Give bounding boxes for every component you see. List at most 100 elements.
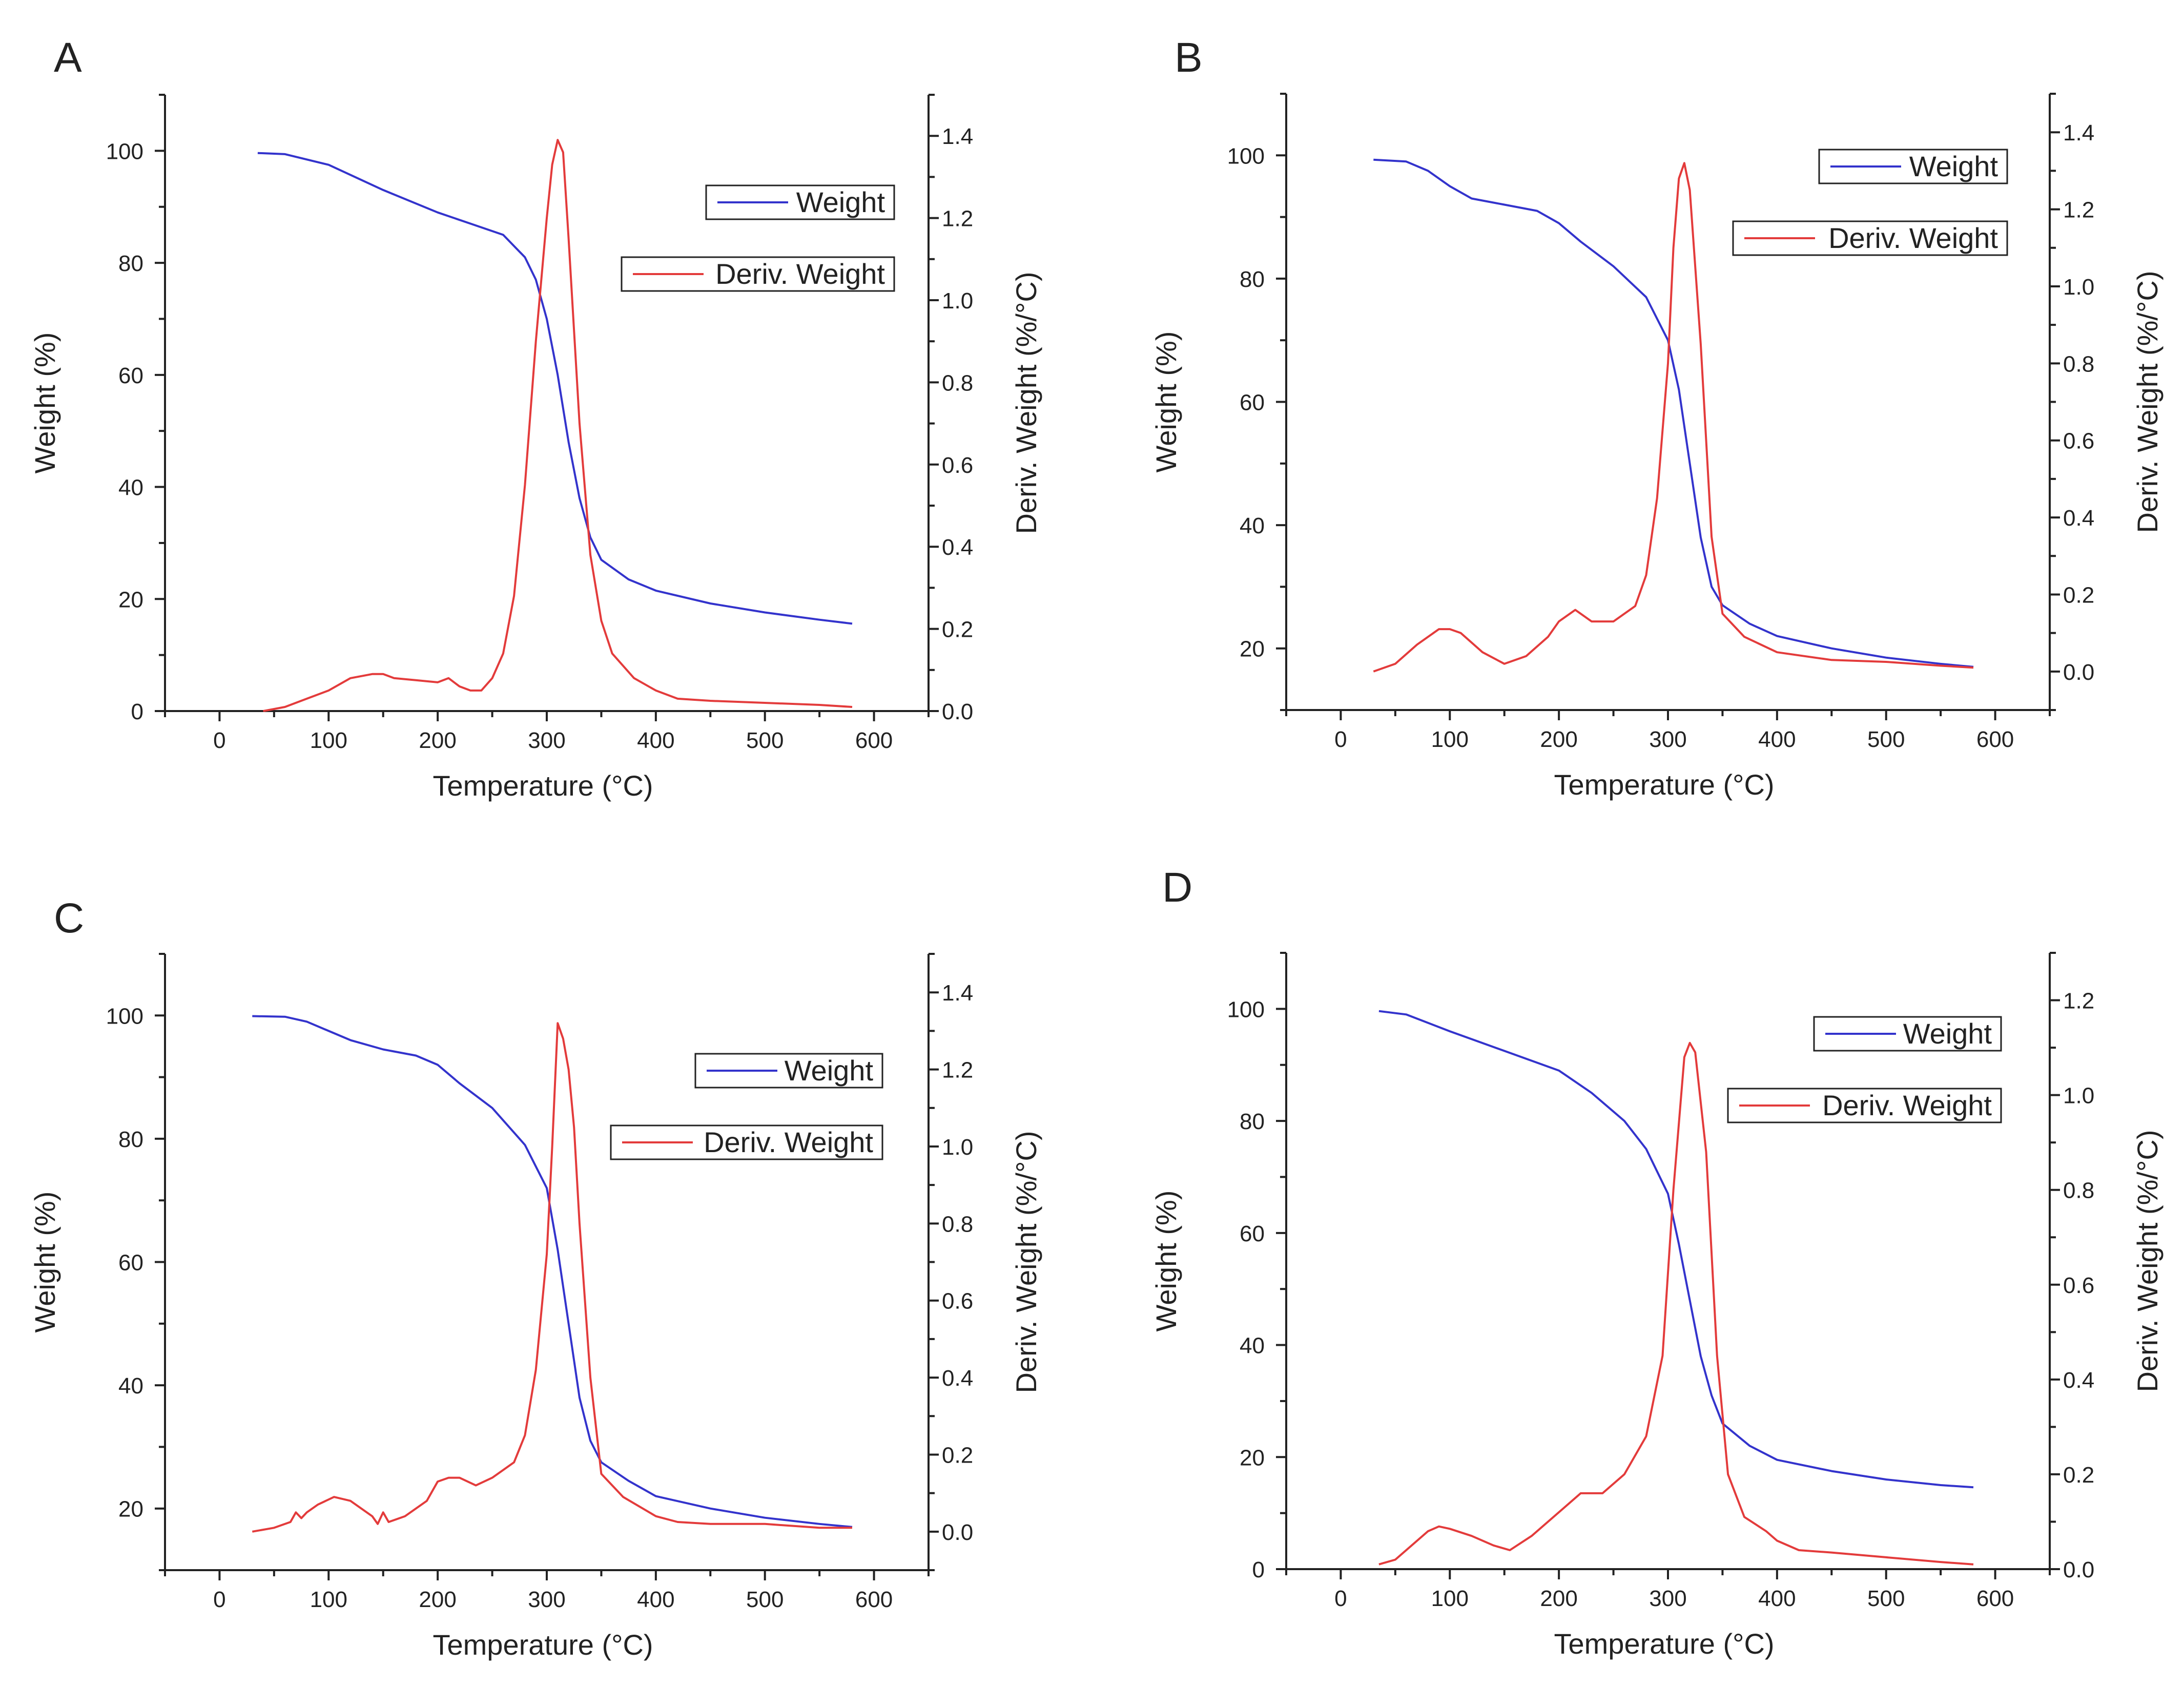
y-tick-label: 20 (1240, 1445, 1265, 1470)
x-tick-label: 200 (419, 728, 456, 753)
x-tick-label: 300 (528, 728, 565, 753)
y2-tick-label: 0.4 (942, 1366, 973, 1391)
x-tick-label: 200 (419, 1587, 456, 1612)
y-tick-label: 100 (106, 139, 143, 164)
y-tick-label: 20 (1240, 637, 1265, 662)
y2-tick-label: 1.2 (942, 206, 973, 232)
y-tick-label: 80 (1240, 267, 1265, 292)
x-tick-label: 100 (310, 1587, 347, 1612)
y2-axis-title: Deriv. Weight (%/°C) (2131, 271, 2164, 533)
y-tick-label: 20 (118, 1497, 143, 1522)
panel-letter: A (54, 34, 82, 81)
y2-tick-label: 0.0 (2063, 1557, 2094, 1582)
y2-tick-label: 0.0 (2063, 660, 2094, 685)
y-tick-label: 100 (1227, 997, 1265, 1022)
panel-letter: C (54, 895, 84, 942)
y-tick-label: 80 (118, 1127, 143, 1152)
y-tick-label: 80 (1240, 1109, 1265, 1134)
x-tick-label: 0 (213, 728, 225, 753)
deriv-weight-series-line (263, 139, 853, 712)
x-tick-label: 200 (1540, 727, 1577, 752)
x-tick-label: 100 (1431, 727, 1469, 752)
legend-label: Weight (796, 186, 885, 218)
legend-label: Weight (785, 1054, 874, 1087)
x-tick-label: 500 (1867, 727, 1905, 752)
deriv-weight-series-line (1373, 162, 1974, 673)
weight-series-line (1373, 158, 1974, 668)
y2-tick-label: 1.2 (2063, 989, 2094, 1014)
y2-tick-label: 0.2 (2063, 1463, 2094, 1488)
legend-label: Deriv. Weight (1822, 1089, 1992, 1121)
panel-b: B 0 100 200 300 400 500 600 20 40 60 80 100 0.0 0.2 0.4… (1150, 34, 2164, 801)
x-tick-label: 300 (1649, 727, 1686, 752)
x-tick-label: 100 (310, 728, 347, 753)
panel-d: D 0 100 200 300 400 500 600 0 20 40 60 80 100 0.0 0.2 0.… (1150, 864, 2164, 1660)
y2-tick-label: 0.8 (2063, 1178, 2094, 1203)
y-tick-label: 100 (106, 1004, 143, 1029)
y-tick-label: 60 (118, 1250, 143, 1276)
y-axis-title: Weight (%) (29, 1192, 61, 1333)
panel-letter: D (1162, 864, 1192, 911)
y-tick-label: 40 (118, 1373, 143, 1399)
x-tick-label: 600 (1976, 1586, 2014, 1611)
x-tick-label: 400 (1758, 727, 1796, 752)
x-tick-label: 0 (1334, 727, 1347, 752)
y-tick-label: 0 (1252, 1557, 1265, 1582)
legend-weight: Weight (694, 1053, 883, 1089)
x-tick-label: 400 (1758, 1586, 1796, 1611)
legend-weight: Weight (1818, 149, 2008, 184)
y2-tick-label: 0.8 (942, 1212, 973, 1237)
y2-axis-title: Deriv. Weight (%/°C) (1010, 1131, 1042, 1393)
deriv-weight-series-line (1378, 1041, 1974, 1566)
x-tick-label: 0 (1334, 1586, 1347, 1611)
y2-tick-label: 0.4 (2063, 506, 2094, 531)
x-tick-label: 600 (855, 728, 893, 753)
x-tick-label: 0 (213, 1587, 225, 1612)
y2-tick-label: 0.6 (942, 453, 973, 478)
y2-tick-label: 0.4 (942, 535, 973, 560)
x-tick-label: 400 (637, 728, 674, 753)
y2-tick-label: 1.0 (942, 288, 973, 314)
x-tick-label: 600 (855, 1587, 893, 1612)
legend-weight: Weight (1813, 1016, 2002, 1052)
y2-axis-title: Deriv. Weight (%/°C) (1010, 272, 1042, 534)
weight-series-line (252, 1015, 853, 1528)
y2-tick-label: 0.8 (2063, 351, 2094, 377)
legend-deriv-weight: Deriv. Weight (621, 256, 895, 292)
legend-label: Deriv. Weight (1828, 222, 1998, 254)
y2-tick-label: 1.4 (942, 981, 973, 1006)
legend-deriv-weight: Deriv. Weight (610, 1124, 883, 1160)
y-tick-label: 20 (118, 587, 143, 612)
weight-series-line (1378, 1010, 1974, 1489)
y2-tick-label: 0.0 (942, 699, 973, 724)
legend-box (1727, 1088, 2002, 1123)
y2-axis-title: Deriv. Weight (%/°C) (2131, 1130, 2164, 1392)
y-axis-title: Weight (%) (29, 332, 61, 474)
y-tick-label: 0 (131, 699, 143, 724)
panel-c: C 0 100 200 300 400 500 600 20 40 60 80 100 0.0 0.2 0.4… (29, 895, 1042, 1661)
legend-deriv-weight: Deriv. Weight (1732, 220, 2008, 256)
x-tick-label: 500 (746, 728, 784, 753)
x-tick-label: 300 (1649, 1586, 1686, 1611)
y2-tick-label: 1.0 (942, 1135, 973, 1160)
x-tick-label: 100 (1431, 1586, 1469, 1611)
x-tick-label: 600 (1976, 727, 2014, 752)
legend-box (1818, 149, 2008, 184)
x-tick-label: 400 (637, 1587, 674, 1612)
y2-tick-label: 0.6 (2063, 429, 2094, 454)
y2-tick-label: 0.2 (942, 617, 973, 642)
y2-tick-label: 1.4 (942, 124, 973, 149)
panel-letter: B (1175, 34, 1203, 81)
y-tick-label: 80 (118, 251, 143, 276)
legend-deriv-weight: Deriv. Weight (1727, 1088, 2002, 1123)
legend-label: Weight (1909, 150, 1998, 182)
x-tick-label: 500 (1867, 1586, 1905, 1611)
y2-tick-label: 0.6 (2063, 1273, 2094, 1298)
y2-tick-label: 0.4 (2063, 1368, 2094, 1393)
legend-label: Weight (1903, 1017, 1992, 1050)
y2-tick-label: 0.2 (2063, 582, 2094, 608)
y2-tick-label: 1.2 (2063, 198, 2094, 223)
y-tick-label: 60 (118, 363, 143, 388)
y-tick-label: 60 (1240, 390, 1265, 415)
